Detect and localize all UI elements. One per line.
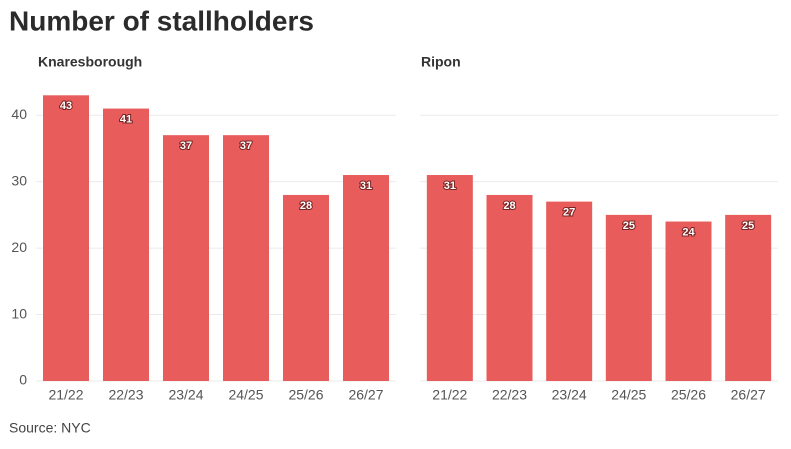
bar xyxy=(486,194,533,381)
bar xyxy=(103,108,149,382)
value-label: 28 xyxy=(503,200,515,212)
panel-title: Knaresborough xyxy=(38,54,142,70)
y-tick-label: 0 xyxy=(19,372,27,388)
value-label: 27 xyxy=(563,207,575,219)
page-title: Number of stallholders xyxy=(9,5,314,36)
bar xyxy=(725,214,772,381)
bar xyxy=(426,175,473,381)
bar xyxy=(343,175,389,381)
x-tick-label: 22/23 xyxy=(492,387,527,403)
y-tick-label: 10 xyxy=(11,305,27,321)
value-label: 37 xyxy=(180,140,192,152)
value-label: 25 xyxy=(742,220,754,232)
source: Source: NYC xyxy=(9,420,91,436)
bar xyxy=(546,201,593,381)
value-label: 25 xyxy=(623,220,635,232)
x-tick-label: 22/23 xyxy=(108,387,143,403)
x-tick-label: 26/27 xyxy=(731,387,766,403)
x-tick-label: 21/22 xyxy=(432,387,467,403)
value-label: 37 xyxy=(240,140,252,152)
y-tick-label: 30 xyxy=(11,172,27,188)
x-tick-label: 23/24 xyxy=(552,387,587,403)
x-tick-label: 24/25 xyxy=(228,387,263,403)
x-tick-label: 25/26 xyxy=(288,387,323,403)
bar xyxy=(43,95,89,382)
bar xyxy=(223,135,269,381)
panel-title: Ripon xyxy=(421,54,461,70)
y-tick-label: 20 xyxy=(11,239,27,255)
bar xyxy=(665,221,712,381)
x-tick-label: 24/25 xyxy=(611,387,646,403)
x-tick-label: 25/26 xyxy=(671,387,706,403)
value-label: 43 xyxy=(60,100,72,112)
bar xyxy=(283,194,329,381)
bar xyxy=(163,135,209,381)
x-tick-label: 26/27 xyxy=(348,387,383,403)
x-tick-label: 23/24 xyxy=(168,387,203,403)
bar xyxy=(605,214,652,381)
value-label: 31 xyxy=(360,180,372,192)
y-tick-label: 40 xyxy=(11,106,27,122)
value-label: 24 xyxy=(682,226,695,238)
value-label: 28 xyxy=(300,200,312,212)
x-tick-label: 21/22 xyxy=(48,387,83,403)
value-label: 31 xyxy=(444,180,456,192)
value-label: 41 xyxy=(120,113,132,125)
